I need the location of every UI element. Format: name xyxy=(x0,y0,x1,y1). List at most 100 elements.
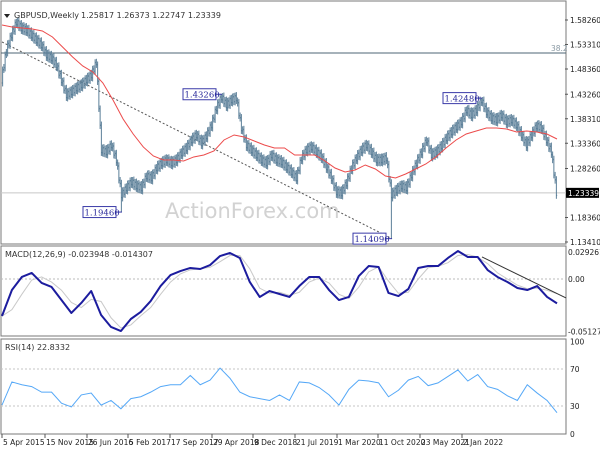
price-tick-label: 1.48360 xyxy=(570,65,600,74)
price-bar xyxy=(509,114,511,128)
price-bar xyxy=(270,150,273,161)
price-bar xyxy=(94,59,96,75)
price-label-box xyxy=(442,92,477,105)
price-tick-label: 1.28260 xyxy=(570,165,600,174)
price-bar xyxy=(221,93,224,104)
price-bar xyxy=(258,149,260,164)
price-bar xyxy=(281,157,284,169)
price-bar xyxy=(181,145,184,160)
price-bar xyxy=(514,117,516,129)
price-bar xyxy=(145,172,148,182)
macd-panel-border xyxy=(0,245,567,337)
price-bar xyxy=(395,184,398,196)
price-bar xyxy=(151,169,154,185)
price-bar xyxy=(470,107,473,121)
price-bar xyxy=(25,23,28,36)
price-bar xyxy=(153,169,155,179)
price-bar xyxy=(250,142,253,156)
price-bar xyxy=(409,172,411,188)
price-bar xyxy=(100,121,103,156)
price-bar xyxy=(196,131,199,142)
price-bar xyxy=(86,72,89,87)
ohlc-readout: 1.25817 1.26373 1.22747 1.23339 xyxy=(81,11,221,20)
price-bar xyxy=(6,40,9,57)
price-bar xyxy=(508,115,510,127)
price-bar xyxy=(510,114,513,126)
price-bar xyxy=(279,155,281,168)
price-bar xyxy=(38,34,40,49)
price-bar xyxy=(176,152,179,167)
price-bar xyxy=(550,142,553,158)
price-bar xyxy=(314,144,316,156)
price-bar xyxy=(450,127,453,138)
price-bar xyxy=(120,179,123,213)
price-bar xyxy=(89,70,91,84)
price-bar xyxy=(536,120,539,133)
price-bar xyxy=(523,131,525,146)
price-bar xyxy=(273,149,275,164)
price-bar xyxy=(41,41,44,52)
price-bar xyxy=(43,41,45,56)
price-bar xyxy=(513,114,515,129)
price-bar xyxy=(458,119,460,131)
price-bar xyxy=(174,154,176,168)
price-bar xyxy=(304,146,306,161)
price-panel: 38.2 1.19460 1.43260 1.14090 1.42480 xyxy=(1,17,568,245)
rsi-tick-label: 100 xyxy=(570,337,585,346)
price-bar xyxy=(320,149,323,163)
price-bar xyxy=(70,86,73,98)
price-bar xyxy=(101,144,104,157)
price-bar xyxy=(418,153,420,164)
price-bar xyxy=(499,110,501,124)
macd-trendline xyxy=(481,256,567,299)
price-bar xyxy=(173,155,175,168)
price-bar xyxy=(190,135,193,146)
price-bar xyxy=(156,160,159,175)
price-bar xyxy=(225,96,228,111)
price-bar xyxy=(223,92,225,107)
price-bar xyxy=(95,58,98,68)
dropdown-triangle-icon[interactable] xyxy=(4,14,10,18)
price-bar xyxy=(260,152,263,166)
price-bar xyxy=(480,98,483,106)
price-bar xyxy=(278,154,280,167)
price-bar xyxy=(276,154,279,167)
price-bar xyxy=(35,32,38,46)
price-bar xyxy=(123,186,125,198)
price-bar xyxy=(116,159,119,170)
price-bar xyxy=(209,121,211,137)
price-bar xyxy=(415,159,418,169)
price-bar xyxy=(3,64,5,73)
price-bar xyxy=(143,178,145,188)
price-bar xyxy=(66,88,69,102)
price-bar xyxy=(309,141,311,155)
price-bar xyxy=(385,152,388,164)
price-bar xyxy=(246,140,249,152)
price-bar xyxy=(231,93,234,107)
price-bar xyxy=(464,107,466,123)
price-bar xyxy=(473,107,475,119)
price-bar xyxy=(229,95,231,109)
price-bar xyxy=(526,136,529,152)
price-bar xyxy=(376,154,379,167)
price-label-low: 1.19460 xyxy=(82,206,122,218)
price-bar xyxy=(235,92,238,104)
price-bar xyxy=(460,116,463,128)
price-bar xyxy=(344,179,346,195)
price-bar xyxy=(554,171,556,184)
price-bar xyxy=(313,141,315,156)
price-bar xyxy=(154,164,156,180)
price-bar xyxy=(359,146,361,161)
date-tick-label: 23 May 2021 xyxy=(421,438,470,447)
price-bar xyxy=(398,182,400,194)
price-bar xyxy=(285,159,288,173)
price-bar xyxy=(193,132,195,144)
price-bar xyxy=(368,140,370,155)
price-bar xyxy=(159,158,161,172)
price-bar xyxy=(446,130,449,145)
price-bar xyxy=(106,144,109,159)
price-bar xyxy=(505,113,508,128)
price-bar xyxy=(205,131,208,142)
price-bar xyxy=(410,171,413,181)
